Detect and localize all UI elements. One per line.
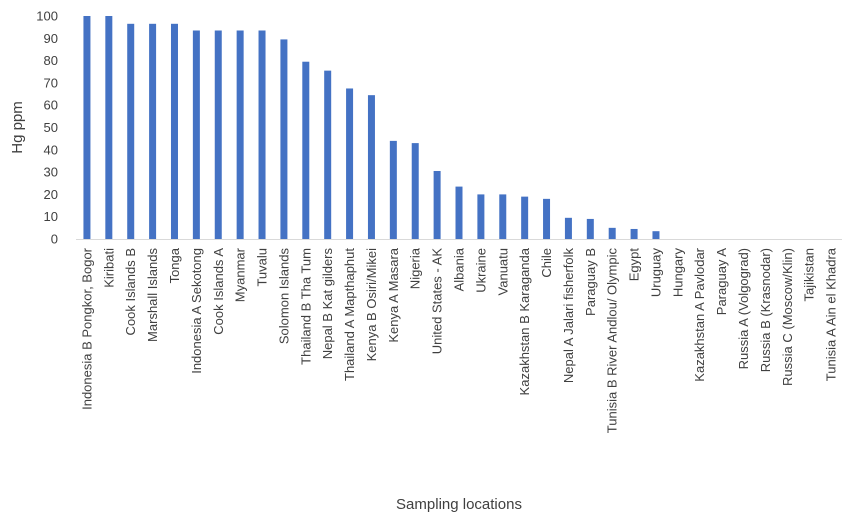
- bar-2: [127, 23, 135, 240]
- x-tick-label-13: Kenya B Osiri/Mikei: [364, 248, 379, 362]
- bar-1: [105, 16, 113, 239]
- x-tick-label-0: Indonesia B Pongkor, Bogor: [79, 247, 94, 410]
- bar-21: [543, 198, 551, 239]
- bar-10: [302, 61, 310, 240]
- x-tick-label-25: Egypt: [627, 248, 642, 282]
- x-tick-label-1: Kiribati: [101, 248, 116, 288]
- x-tick-label-5: Indonesia A Sekotong: [189, 248, 204, 374]
- y-tick-label-1: 10: [44, 209, 58, 224]
- x-tick-label-31: Russia B (Krasnodar): [758, 248, 773, 372]
- x-tick-label-29: Paraguay A: [714, 248, 729, 316]
- x-tick-label-4: Tonga: [167, 247, 182, 283]
- x-tick-label-3: Marshall Islands: [145, 248, 160, 342]
- bar-9: [280, 39, 288, 239]
- x-tick-label-7: Myanmar: [233, 247, 248, 302]
- bar-13: [367, 95, 375, 239]
- y-axis-title: Hg ppm: [9, 101, 26, 154]
- x-tick-label-34: Tunisia A Ain el Khadra: [824, 247, 839, 381]
- bar-23: [586, 218, 594, 239]
- bar-17: [455, 186, 463, 239]
- x-axis-ticks: Indonesia B Pongkor, Bogor Kiribati Cook I…: [79, 247, 838, 433]
- x-tick-label-12: Thailand A Mapthaphut: [342, 248, 357, 381]
- x-tick-label-10: Thailand B Tha Tum: [298, 248, 313, 365]
- bar-19: [499, 194, 507, 239]
- x-tick-label-28: Kazakhstan A Pavlodar: [692, 247, 707, 381]
- x-tick-label-23: Paraguay B: [583, 248, 598, 316]
- bar-5: [192, 30, 200, 240]
- x-tick-label-14: Kenya A Masara: [386, 247, 401, 342]
- x-tick-label-27: Hungary: [670, 248, 685, 298]
- y-tick-label-9: 90: [44, 31, 58, 46]
- x-tick-label-8: Tuvalu: [255, 248, 270, 287]
- bars: [83, 16, 660, 240]
- x-tick-label-22: Nepal A Jalari fisherfolk: [561, 248, 576, 384]
- x-tick-label-15: Nigeria: [408, 247, 423, 289]
- x-tick-label-20: Kazakhstan B Karaganda: [517, 247, 532, 395]
- x-tick-label-18: Ukraine: [473, 248, 488, 293]
- x-tick-label-16: United States - AK: [430, 248, 445, 355]
- y-tick-label-6: 60: [44, 98, 58, 113]
- bar-8: [258, 30, 266, 240]
- bar-18: [477, 194, 485, 239]
- x-tick-label-19: Vanuatu: [495, 248, 510, 295]
- y-tick-label-2: 20: [44, 187, 58, 202]
- x-tick-label-2: Cook Islands B: [123, 248, 138, 335]
- x-tick-label-24: Tunisia B River Andlou/ Olympic: [605, 248, 620, 434]
- bar-22: [564, 217, 572, 239]
- x-tick-label-17: Albania: [452, 247, 467, 291]
- x-tick-label-26: Uruguay: [648, 248, 663, 298]
- y-tick-label-4: 40: [44, 142, 58, 157]
- bar-4: [170, 23, 178, 240]
- y-axis-ticks: 0 10 20 30 40 50 60 70 80 90 100: [36, 9, 58, 247]
- y-tick-label-0: 0: [51, 232, 58, 247]
- bar-0: [83, 16, 91, 239]
- y-tick-label-8: 80: [44, 53, 58, 68]
- x-axis-title: Sampling locations: [396, 496, 522, 513]
- x-tick-label-6: Cook Islands A: [211, 248, 226, 335]
- bar-15: [411, 143, 419, 239]
- bar-16: [433, 170, 441, 239]
- x-tick-label-32: Russia C (Moscow/Klin): [780, 248, 795, 386]
- x-tick-label-9: Solomon Islands: [276, 248, 291, 345]
- y-tick-label-5: 50: [44, 120, 58, 135]
- bar-12: [346, 88, 354, 239]
- y-tick-label-3: 30: [44, 165, 58, 180]
- bar-20: [521, 196, 529, 239]
- bar-24: [608, 227, 616, 239]
- bar-6: [214, 30, 222, 240]
- x-tick-label-33: Tajikistan: [802, 248, 817, 301]
- x-tick-label-21: Chile: [539, 248, 554, 278]
- bar-14: [389, 140, 397, 239]
- bar-25: [630, 228, 638, 239]
- x-tick-label-11: Nepal B Kat gilders: [320, 248, 335, 360]
- bar-26: [652, 231, 660, 239]
- x-tick-label-30: Russia A (Volgograd): [736, 248, 751, 369]
- bar-11: [324, 70, 332, 239]
- bar-7: [236, 30, 244, 240]
- bar-3: [149, 23, 157, 240]
- y-tick-label-7: 70: [44, 75, 58, 90]
- y-tick-label-10: 100: [36, 9, 58, 24]
